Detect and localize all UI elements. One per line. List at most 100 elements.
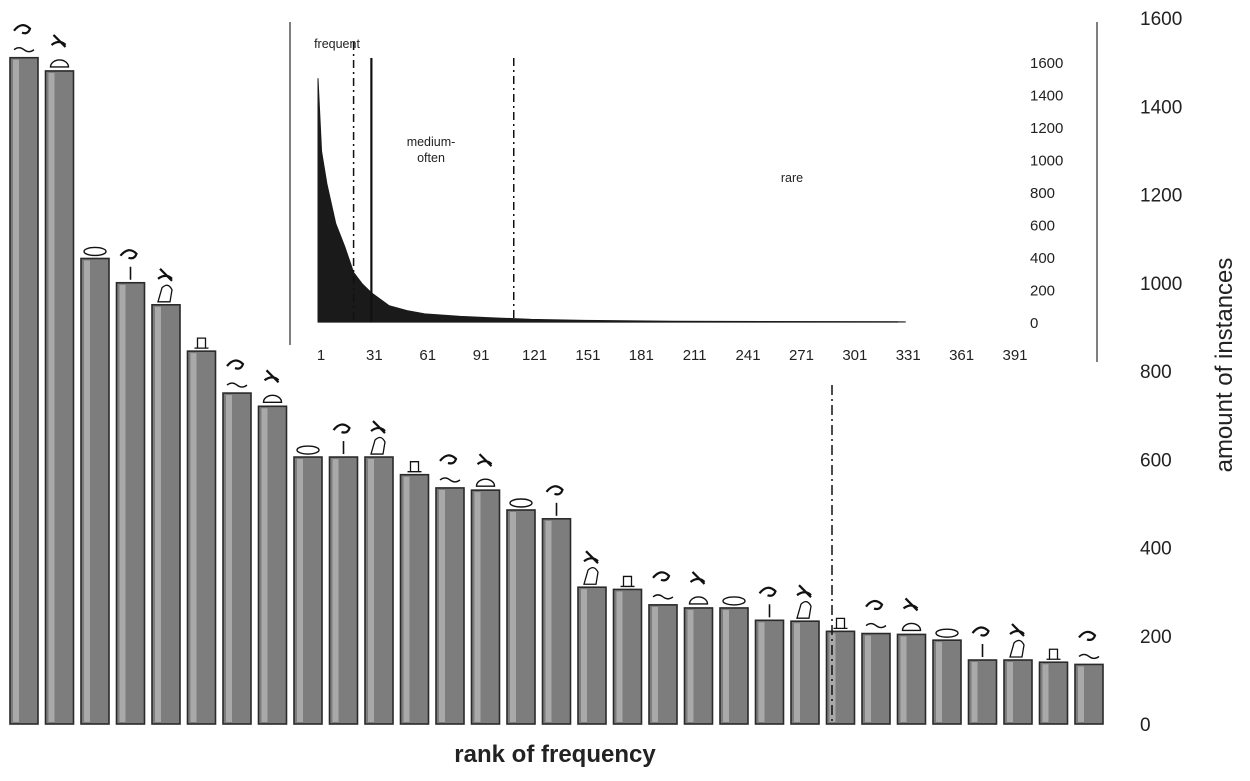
inset-x-tick-label: 301 (842, 347, 867, 364)
bread-loaf-glyph (49, 34, 70, 68)
bar-highlight (84, 260, 90, 722)
water-glyph (475, 453, 496, 487)
y-tick-label: 1400 (1140, 97, 1182, 118)
y-tick-label: 1600 (1140, 9, 1182, 30)
horned-viper-over-water-glyph (13, 24, 35, 53)
reed-leaf-glyph (194, 337, 209, 349)
bar-group (257, 405, 288, 725)
bar-highlight (1078, 666, 1084, 722)
inset-x-tick-label: 61 (419, 347, 436, 364)
bar-highlight (13, 59, 19, 722)
stroke-glyph (119, 249, 138, 280)
inset-x-tick-label: 1 (317, 347, 325, 364)
inset-x-tick-label: 391 (1002, 347, 1027, 364)
bar-highlight (581, 589, 587, 722)
inset-y-tick-label: 0 (1030, 315, 1038, 332)
inset-x-tick-label: 241 (736, 347, 761, 364)
bar-group (399, 473, 430, 725)
inset-region-label: frequent (314, 37, 360, 51)
bar-group (825, 630, 856, 725)
bar-highlight (190, 353, 197, 722)
inset-y-tick-label: 1600 (1030, 55, 1063, 72)
inset-y-tick-label: 200 (1030, 283, 1055, 300)
placenta-glyph (722, 596, 746, 606)
bar-highlight (900, 636, 907, 722)
bar-highlight (545, 520, 552, 722)
y-tick-label: 400 (1140, 539, 1172, 560)
bar-group (80, 257, 110, 725)
bar-highlight (758, 622, 765, 722)
bar-group (683, 607, 714, 725)
y-tick-label: 1000 (1140, 274, 1182, 295)
bar-highlight (652, 606, 658, 722)
inset-region-label: medium-often (407, 135, 456, 165)
inset-y-tick-label: 1200 (1030, 120, 1063, 137)
bar-group (754, 619, 785, 725)
bar-group (44, 70, 75, 725)
inset-x-axis: 1 31 61 91 121 151 181 211 241 271 301 331 361 391 (317, 347, 1028, 364)
bar-group (328, 456, 359, 725)
bar-group (470, 489, 501, 725)
rope-glyph (865, 599, 887, 629)
x-axis-title: rank of frequency (454, 741, 656, 768)
bar-group (151, 304, 181, 725)
bar-highlight (297, 459, 303, 722)
inset-x-tick-label: 331 (896, 347, 921, 364)
main-y-axis: 0 200 400 600 800 1000 1200 1400 1600 (1140, 9, 1182, 736)
bar-group (1003, 659, 1033, 725)
bar-group (541, 518, 572, 725)
bar-highlight (474, 492, 481, 722)
arm-glyph (509, 498, 533, 508)
mouth-glyph (796, 584, 812, 619)
inset-x-tick-label: 121 (522, 347, 547, 364)
inset-y-tick-label: 800 (1030, 185, 1055, 202)
bar-highlight (936, 642, 942, 722)
inset-rank-distribution (317, 78, 906, 323)
inset-x-tick-label: 151 (575, 347, 600, 364)
bar-highlight (510, 511, 516, 722)
y-axis-title: amount of instances (1211, 258, 1238, 473)
bar-group (364, 456, 394, 725)
bar-highlight (261, 408, 268, 722)
bar-group (932, 639, 962, 725)
inset-x-tick-label: 31 (366, 347, 383, 364)
bar-highlight (829, 633, 836, 722)
bar-group (293, 456, 323, 725)
owl-glyph (226, 359, 248, 388)
mouth-glyph (583, 550, 599, 585)
basket-glyph (439, 454, 461, 483)
bar-group (186, 350, 217, 725)
seated-man-glyph (262, 369, 283, 403)
bar-group (9, 56, 39, 725)
plural-strokes-glyph (332, 423, 351, 455)
bar-group (222, 392, 252, 725)
house-plan-glyph (971, 626, 990, 658)
bar-group (896, 633, 927, 725)
y-tick-label: 600 (1140, 450, 1172, 471)
bar-group (1074, 663, 1104, 725)
arrow-glyph (1078, 630, 1100, 660)
hieroglyph-labels (13, 24, 1100, 660)
stool-glyph (758, 586, 777, 618)
inset-y-axis: 0 200 400 600 800 1000 1200 1400 1600 (1030, 55, 1063, 332)
inset-region-boundaries (352, 42, 515, 322)
bar-group (967, 659, 998, 725)
bar-group (648, 604, 678, 725)
inset-y-tick-label: 1400 (1030, 88, 1063, 105)
y-tick-label: 800 (1140, 362, 1172, 383)
vulture-glyph (157, 268, 173, 303)
bar-highlight (155, 306, 161, 722)
bar-highlight (439, 489, 445, 722)
bar-group (435, 487, 465, 725)
inset-background (290, 18, 1098, 370)
bar-highlight (865, 635, 871, 722)
inset-chart: 0 200 400 600 800 1000 1200 1400 1600 1 31 61 91 121… (289, 18, 1098, 370)
placenta-glyph (1046, 648, 1061, 660)
bar-group (719, 607, 749, 725)
bar-highlight (687, 609, 694, 722)
bar-group (577, 586, 607, 725)
bar-highlight (616, 591, 623, 722)
bar-highlight (1042, 664, 1049, 722)
